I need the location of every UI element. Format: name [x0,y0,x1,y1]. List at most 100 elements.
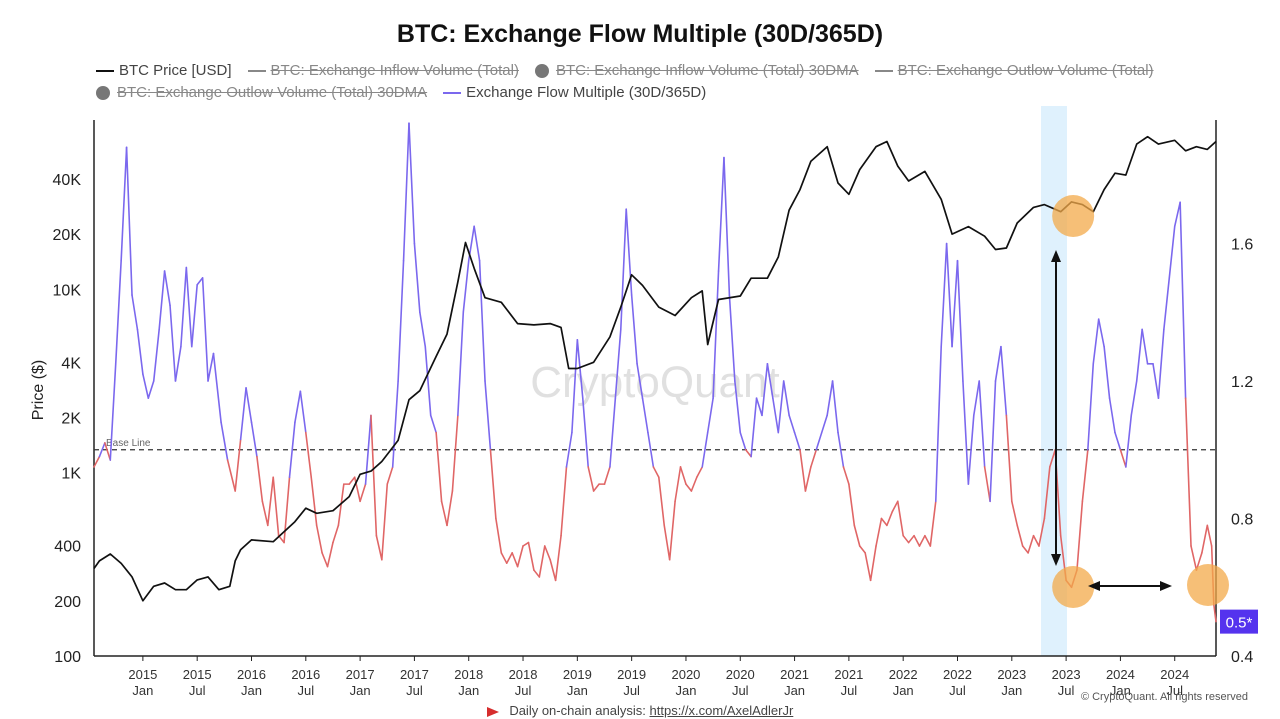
flow-multiple-segment [533,569,541,578]
flow-multiple-segment [962,380,970,485]
y-left-axis-title: Price ($) [30,360,47,420]
flow-multiple-segment [934,345,943,503]
flow-multiple-segment [543,545,551,561]
flow-multiple-segment [810,448,818,468]
flow-multiple-segment [723,156,731,296]
flow-multiple-segment [1114,431,1122,451]
x-tick-year: 2017 [346,667,375,682]
flow-multiple-segment [619,208,628,331]
legend-label: BTC: Exchange Outlow Volume (Total) 30DM… [117,84,428,101]
flow-multiple-segment [761,363,769,417]
copyright: © CryptoQuant. All rights reserved [1080,691,1248,703]
x-tick-month: Jan [1110,683,1131,698]
flow-multiple-segment [565,431,573,468]
flow-multiple-segment [1201,524,1209,554]
flow-multiple-segment [142,373,150,399]
axes: 100 200 400 1K 2K 4K 10K 20K 40K Price ($) 0.4 0.8 1… [30,120,1253,698]
x-tick-year: 2024 [1160,667,1189,682]
flow-multiple-segment [321,552,329,568]
flow-multiple-segment [902,534,910,544]
flow-multiple-segment [636,363,644,399]
flow-multiple-segment [712,270,720,399]
legend-item-outflow-volume[interactable]: BTC: Exchange Outlow Volume (Total) [874,62,1154,79]
flow-multiple-segment [744,448,752,458]
y-right-tick-label: 0.4 [1231,649,1253,666]
flow-multiple-segment [196,277,204,286]
flow-multiple-segment [120,146,128,262]
flow-multiple-segment [750,397,758,458]
footer-text: Daily on-chain analysis: [509,703,646,718]
flow-multiple-segment [614,328,622,399]
x-tick-month: Jan [567,683,588,698]
flow-multiple-segment [755,397,763,417]
legend-item-inflow-30dma[interactable]: BTC: Exchange Inflow Volume (Total) 30DM… [534,62,859,79]
flow-multiple-segment [478,259,486,382]
flow-multiple-segment [294,390,302,424]
flow-multiple-segment [158,270,166,331]
legend-line-swatch [247,69,266,72]
flow-multiple-segment [663,524,671,561]
flow-multiple-segment [1184,397,1192,547]
flow-multiple-segment [1206,524,1213,547]
series-group [93,122,1217,623]
flow-multiple-segment [701,431,709,468]
highlight-band [1041,106,1067,656]
legend-dot-swatch [534,63,549,78]
flow-multiple-segment [299,390,307,434]
flow-multiple-segment [1130,380,1138,417]
flow-multiple-segment [913,534,921,547]
x-tick-month: Jul [515,683,532,698]
legend-item-btc-price[interactable]: BTC Price [USD] [96,62,232,79]
flow-multiple-segment [440,500,448,527]
flow-multiple-segment [489,448,497,520]
flow-multiple-segment [788,414,796,434]
flow-multiple-segment [940,242,948,348]
flow-multiple-segment [266,476,275,527]
legend-label: Exchange Flow Multiple (30D/365D) [466,84,707,101]
flow-multiple-segment [473,225,481,262]
flow-multiple-segment [831,380,839,434]
y-left-tick-label: 1K [61,466,81,483]
flow-multiple-segment [288,421,296,479]
flow-multiple-segment [402,122,410,262]
flow-multiple-segment [560,466,568,537]
flow-multiple-segment [1049,448,1057,468]
flow-multiple-segment [1135,328,1143,382]
flow-multiple-segment [435,431,443,503]
flow-multiple-segment [576,338,584,399]
flow-multiple-segment [397,259,405,382]
flow-multiple-segment [772,397,780,434]
flow-multiple-segment [185,266,193,348]
y-left-tick-label: 400 [54,539,81,556]
flow-multiple-segment [1016,524,1024,547]
footer-link[interactable]: https://x.com/AxelAdlerJr [649,703,794,718]
x-tick-year: 2016 [291,667,320,682]
flow-multiple-segment [315,524,323,554]
legend-item-outflow-30dma[interactable]: BTC: Exchange Outlow Volume (Total) 30DM… [96,84,427,101]
flow-multiple-segment [370,414,378,537]
flow-multiple-segment [234,438,242,492]
flow-multiple-segment [658,476,666,527]
x-tick-year: 2023 [1052,667,1081,682]
x-tick-month: Jul [623,683,640,698]
flow-multiple-segment [918,534,926,547]
flow-multiple-segment [305,431,313,479]
flow-multiple-segment [777,380,785,434]
flow-multiple-segment [853,524,861,547]
flow-multiple-segment [114,259,122,365]
legend-item-flow-multiple[interactable]: Exchange Flow Multiple (30D/365D) [443,84,706,101]
flow-multiple-segment [1032,534,1040,547]
legend-label: BTC: Exchange Inflow Volume (Total) 30DM… [555,62,859,79]
flow-multiple-segment [625,208,633,296]
x-tick-year: 2022 [889,667,918,682]
flow-multiple-segment [864,552,872,582]
legend-item-inflow-volume[interactable]: BTC: Exchange Inflow Volume (Total) [247,62,519,79]
flow-multiple-segment [1190,545,1198,571]
x-tick-year: 2021 [780,667,809,682]
flow-multiple-segment [190,283,198,348]
x-tick-month: Jan [132,683,153,698]
y-left-tick-label: 10K [53,282,82,299]
flow-multiple-segment [495,517,503,554]
flow-multiple-segment [462,259,470,314]
